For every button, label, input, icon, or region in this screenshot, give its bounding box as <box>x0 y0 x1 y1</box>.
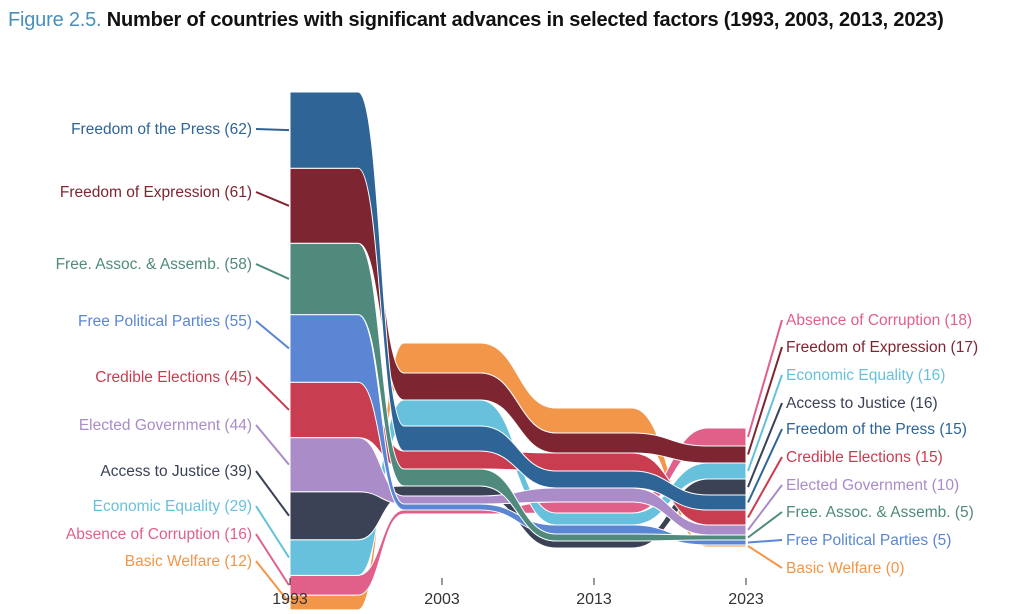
label-end: Freedom of Expression (17) <box>786 339 978 356</box>
figure-title: Number of countries with significant adv… <box>106 9 944 31</box>
connector-start <box>255 320 290 350</box>
connector-end <box>747 456 783 518</box>
connector-end <box>747 539 783 544</box>
label-start: Elected Government (44) <box>79 417 252 434</box>
x-tick-label: 1993 <box>272 591 308 608</box>
label-start: Basic Welfare (12) <box>125 553 252 570</box>
label-start: Absence of Corruption (16) <box>66 526 252 543</box>
ribbon-free-assoc-assemb- <box>289 242 747 542</box>
x-axis-ticks: 1993 2003 2013 2023 <box>272 578 764 608</box>
label-start: Access to Justice (39) <box>100 463 252 480</box>
connector-end <box>747 374 783 472</box>
connector-start <box>255 560 290 604</box>
ribbons-layer <box>289 91 747 611</box>
connector-end <box>747 346 783 455</box>
ribbon-freedom-of-expression <box>289 167 747 464</box>
label-end: Absence of Corruption (18) <box>786 312 972 329</box>
label-end: Access to Justice (16) <box>786 395 938 412</box>
connector-start <box>255 128 290 132</box>
label-end: Freedom of the Press (15) <box>786 421 967 438</box>
label-end: Basic Welfare (0) <box>786 560 905 577</box>
label-start: Economic Equality (29) <box>93 498 252 515</box>
connector-end <box>747 428 783 503</box>
label-start: Free Political Parties (55) <box>78 313 252 330</box>
connector-start <box>255 533 290 586</box>
connector-start <box>255 191 290 207</box>
label-end: Free. Assoc. & Assemb. (5) <box>786 504 974 521</box>
connector-end <box>747 319 783 438</box>
connector-start <box>255 505 290 559</box>
label-end: Elected Government (10) <box>786 477 959 494</box>
connector-start <box>255 424 290 466</box>
label-start: Credible Elections (45) <box>95 369 252 386</box>
label-start: Free. Assoc. & Assemb. (58) <box>56 256 252 273</box>
x-tick-label: 2023 <box>728 591 764 608</box>
x-tick-label: 2003 <box>424 591 460 608</box>
label-start: Freedom of the Press (62) <box>71 121 252 138</box>
connector-start <box>255 263 290 280</box>
connector-start <box>255 376 290 411</box>
connector-end <box>747 402 783 488</box>
ribbon-freedom-of-the-press <box>289 91 747 511</box>
labels-layer: Freedom of the Press (62) Freedom of Expr… <box>56 121 979 577</box>
label-end: Economic Equality (16) <box>786 367 945 384</box>
connector-end <box>747 511 783 539</box>
chart-title: Figure 2.5. Number of countries with sig… <box>8 9 944 32</box>
x-tick-label: 2013 <box>576 591 612 608</box>
label-connectors-layer <box>255 128 783 604</box>
label-end: Credible Elections (15) <box>786 449 943 466</box>
connector-end <box>747 484 783 531</box>
connector-end <box>747 545 783 569</box>
figure-label: Figure 2.5. <box>8 9 102 31</box>
label-start: Freedom of Expression (61) <box>60 184 252 201</box>
connector-start <box>255 470 290 517</box>
label-end: Free Political Parties (5) <box>786 532 951 549</box>
